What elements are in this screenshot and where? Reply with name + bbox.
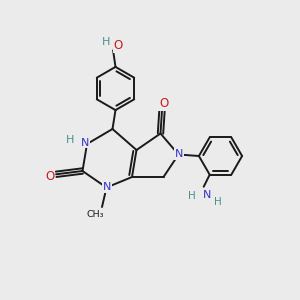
Text: CH₃: CH₃ bbox=[87, 210, 104, 219]
Text: O: O bbox=[114, 39, 123, 52]
Text: N: N bbox=[81, 138, 90, 148]
Text: N: N bbox=[175, 149, 183, 159]
Text: O: O bbox=[45, 170, 54, 184]
Text: H: H bbox=[188, 191, 196, 201]
Text: H: H bbox=[214, 197, 222, 207]
Text: H: H bbox=[101, 37, 110, 47]
Text: H: H bbox=[66, 135, 75, 146]
Text: N: N bbox=[103, 182, 111, 192]
Text: O: O bbox=[159, 97, 168, 110]
Text: N: N bbox=[202, 190, 211, 200]
